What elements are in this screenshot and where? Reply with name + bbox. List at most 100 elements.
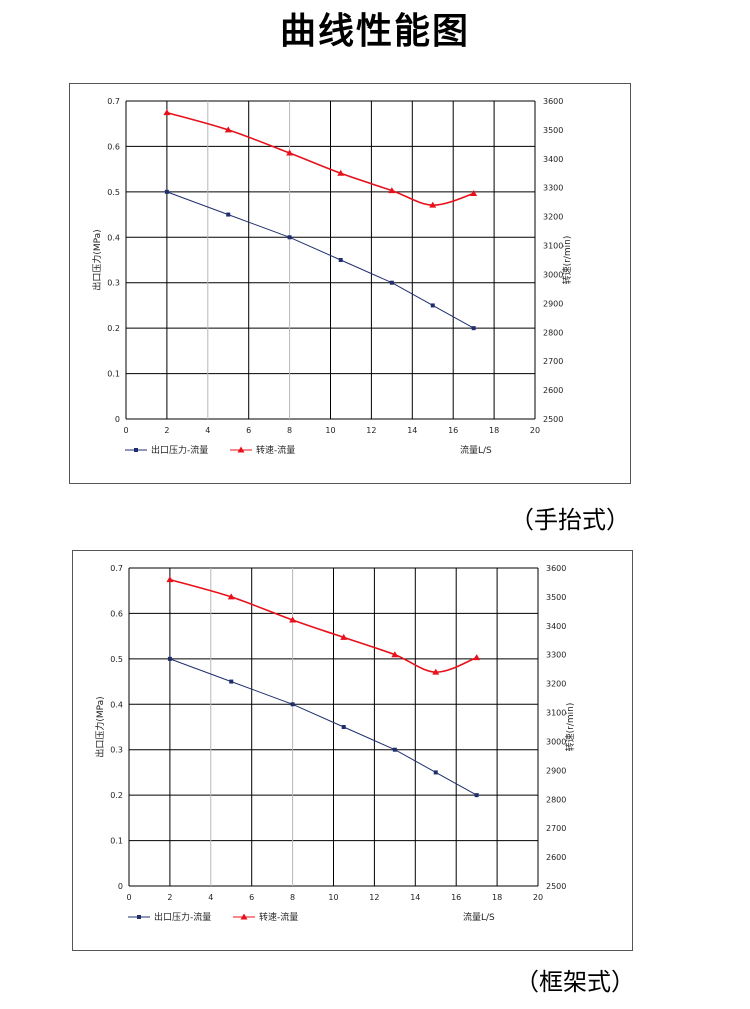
data-point-pressure [290,702,295,707]
data-point-pressure [287,235,292,240]
data-point-pressure [471,326,476,331]
x-tick-label: 8 [287,426,292,435]
y2-tick-label: 3600 [546,564,566,573]
y2-tick-label: 3100 [543,242,563,251]
y-tick-label: 0.7 [110,564,123,573]
data-point-speed [289,616,297,623]
y2-tick-label: 2600 [543,386,563,395]
data-point-pressure [474,793,479,798]
x-tick-label: 10 [325,426,335,435]
y2-tick-label: 2500 [543,415,563,424]
y2-tick-label: 2600 [546,853,566,862]
series-line-pressure [166,191,474,329]
data-point-pressure [392,747,397,752]
y2-tick-label: 3100 [546,709,566,718]
y-tick-label: 0.2 [110,791,123,800]
y2-tick-label: 3500 [543,126,563,135]
y-tick-label: 0.2 [107,324,120,333]
y-axis-title: 出口压力(MPa) [94,696,106,757]
data-point-speed [432,668,440,675]
data-point-speed [470,190,478,197]
data-point-speed [388,187,396,194]
y2-tick-label: 3300 [546,651,566,660]
y2-tick-label: 2500 [546,882,566,891]
y-tick-label: 0.4 [107,233,120,242]
x-tick-label: 0 [123,426,128,435]
data-point-speed [391,651,399,658]
x-tick-label: 0 [126,893,131,902]
data-point-speed [337,169,345,176]
series-line-speed [166,111,474,206]
x-tick-label: 2 [164,426,169,435]
y2-tick-label: 2700 [546,824,566,833]
data-point-pressure [338,258,343,262]
data-point-pressure [167,656,172,661]
legend-label: 出口压力-流量 [154,911,211,923]
y-tick-label: 0.4 [110,700,123,709]
y-tick-label: 0 [115,415,120,424]
legend-marker-pressure [134,448,138,452]
data-point-speed [340,633,348,640]
y2-tick-label: 3000 [546,737,566,746]
y2-tick-label: 3200 [546,680,566,689]
page-title: 曲线性能图 [279,11,470,52]
y2-tick-label: 3300 [543,184,563,193]
y2-tick-label: 3400 [546,622,566,631]
y2-tick-label: 3000 [543,270,563,279]
y2-tick-label: 2900 [546,766,566,775]
data-point-pressure [433,770,438,775]
x-tick-label: 8 [290,893,295,902]
chart-svg-handheld: 00.10.20.30.40.50.60.70 2 4 6 8 10 12 14 16 18 202… [91,97,573,456]
data-point-pressure [164,189,169,194]
x-tick-label: 14 [410,893,420,902]
chart-svg-frame: 00.10.20.30.40.50.60.70 2 4 6 8 10 12 14 16 18 202… [94,564,576,923]
x-tick-label: 20 [533,893,543,902]
x-tick-label: 14 [407,426,417,435]
data-point-pressure [341,725,346,729]
y-tick-label: 0.5 [110,655,123,664]
x-axis-title: 流量L/S [460,444,492,456]
x-tick-label: 4 [205,426,210,435]
x-tick-label: 20 [530,426,540,435]
y-tick-label: 0.1 [110,837,123,846]
x-tick-label: 2 [167,893,172,902]
chart-handheld: 0 0.1 0.2 0.3 0.4 0.5 0.6 0.7 0 2 4 6 8 10 12 14 16 18 20 2… [69,83,631,484]
legend-marker-speed [237,446,245,453]
y-tick-label: 0.3 [107,279,120,288]
data-point-pressure [389,280,394,285]
x-tick-label: 6 [249,893,254,902]
y2-axis-title: 转速(r/min) [561,236,573,285]
x-tick-label: 6 [246,426,251,435]
y-tick-label: 0.5 [107,188,120,197]
y2-tick-label: 3400 [543,155,563,164]
data-point-pressure [226,212,231,217]
legend-label: 出口压力-流量 [151,444,208,456]
legend-marker-speed [240,913,248,920]
x-tick-label: 16 [448,426,458,435]
legend-label: 转速-流量 [256,444,295,456]
y2-axis-title: 转速(r/min) [564,703,576,752]
y-tick-label: 0 [118,882,123,891]
y-axis-title: 出口压力(MPa) [91,229,103,290]
y2-tick-label: 3600 [543,97,563,106]
y-tick-label: 0.6 [110,609,123,618]
y2-tick-label: 3200 [543,213,563,222]
data-point-pressure [430,303,435,308]
data-point-speed [227,593,235,600]
y2-tick-label: 2800 [543,328,563,337]
x-tick-label: 4 [208,893,213,902]
y-tick-label: 0.7 [107,97,120,106]
data-point-speed [429,201,437,208]
x-tick-label: 18 [492,893,502,902]
x-tick-label: 16 [451,893,461,902]
y2-tick-label: 2800 [546,795,566,804]
data-point-speed [166,576,174,583]
data-point-speed [163,109,171,116]
chart-caption-frame: （框架式） [515,968,635,996]
x-tick-label: 12 [366,426,376,435]
y2-tick-label: 3500 [546,593,566,602]
data-point-speed [224,126,232,133]
y2-tick-label: 2900 [543,299,563,308]
y2-tick-label: 2700 [543,357,563,366]
y-tick-label: 0.1 [107,370,120,379]
